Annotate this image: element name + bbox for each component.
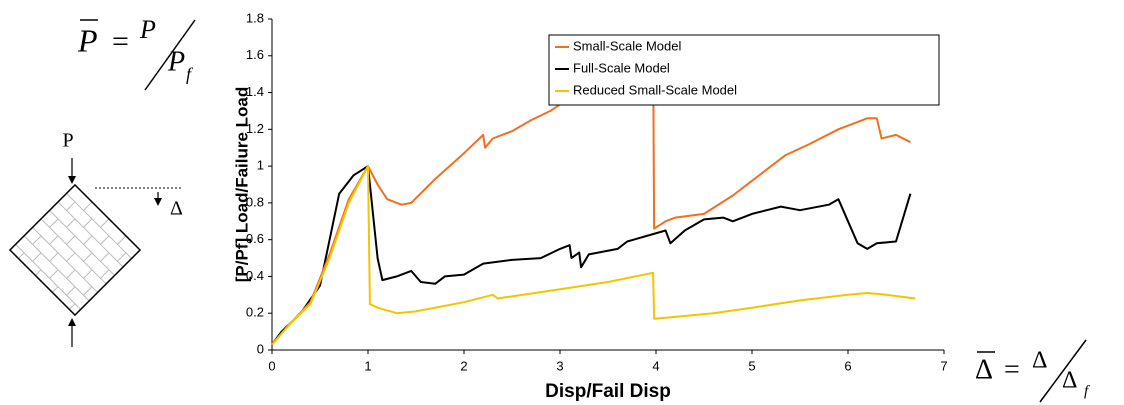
brick-joint	[49, 210, 115, 276]
y-axis-label: [P/Pf] Load/Failure Load	[232, 87, 251, 283]
brick-joint	[83, 235, 93, 245]
brick-joint	[83, 269, 93, 279]
y-tick-label: 0.6	[246, 231, 264, 246]
formula-eq: =	[1004, 354, 1020, 385]
brick-joint	[83, 286, 93, 296]
brick-joint	[66, 286, 76, 296]
y-tick-label: 0.2	[246, 305, 264, 320]
x-axis-label: Disp/Fail Disp	[545, 381, 671, 402]
x-tick-label: 3	[556, 358, 563, 373]
load-formula: P = P P f	[77, 15, 196, 91]
y-tick-label: 1.4	[246, 84, 264, 99]
y-tick-label: 0	[257, 341, 264, 356]
formula-den: Δ	[1062, 368, 1077, 394]
brick-joint	[40, 218, 107, 285]
brick-joint	[15, 201, 25, 211]
specimen-diagram: P Δ	[0, 130, 183, 347]
brick-joint	[15, 243, 82, 310]
brick-joint	[100, 303, 110, 313]
brick-joint	[66, 235, 76, 245]
disp-label: Δ	[170, 198, 183, 220]
disp-formula: Δ = Δ Δ f	[975, 339, 1090, 403]
y-tick-label: 0.8	[246, 194, 264, 209]
legend-label: Reduced Small-Scale Model	[573, 82, 737, 97]
brick-joint	[15, 218, 25, 228]
brick-joint	[49, 269, 59, 279]
x-tick-label: 7	[940, 358, 947, 373]
x-tick-label: 1	[364, 358, 371, 373]
formula-sub: f	[186, 64, 194, 84]
brick-joint	[134, 269, 141, 279]
brick-joint	[0, 236, 7, 244]
y-tick-label: 1.6	[246, 47, 264, 62]
formula-den: P	[167, 46, 185, 77]
x-tick-label: 6	[844, 358, 851, 373]
brick-joint	[0, 219, 7, 227]
brick-joint	[33, 151, 41, 159]
brick-joint	[57, 201, 124, 268]
brick-panel	[0, 151, 142, 329]
brick-joint	[49, 184, 59, 194]
brick-joint	[66, 193, 132, 259]
formula-num: P	[139, 15, 156, 44]
y-tick-label: 1	[257, 158, 264, 173]
brick-joint	[100, 235, 110, 245]
x-tick-label: 2	[460, 358, 467, 373]
x-tick-label: 5	[748, 358, 755, 373]
brick-joint	[0, 185, 7, 193]
brick-joint	[66, 218, 76, 228]
brick-joint	[83, 321, 91, 329]
y-tick-label: 1.8	[246, 10, 264, 25]
brick-joint	[32, 227, 98, 293]
brick-joint	[0, 202, 7, 210]
fraction-slash	[144, 19, 196, 91]
brick-joint	[49, 218, 59, 228]
series-line	[271, 165, 912, 346]
brick-joint	[66, 252, 76, 262]
formula-sub: f	[1084, 383, 1090, 399]
y-tick-label: 0.4	[246, 268, 264, 283]
load-label: P	[62, 130, 73, 152]
brick-joint	[32, 252, 42, 262]
brick-joint	[49, 252, 59, 262]
brick-joint	[100, 218, 110, 228]
brick-joint	[83, 252, 93, 262]
brick-joint	[23, 235, 90, 302]
legend-label: Small-Scale Model	[573, 38, 681, 53]
brick-joint	[66, 269, 76, 279]
brick-joint	[83, 218, 93, 228]
formula-lhs: Δ	[975, 354, 993, 385]
legend-label: Full-Scale Model	[573, 60, 670, 75]
brick-joint	[16, 168, 24, 176]
brick-joint	[32, 235, 42, 245]
brick-joint	[117, 252, 127, 262]
brick-joint	[100, 269, 110, 279]
brick-joint	[32, 201, 42, 211]
y-tick-label: 1.2	[246, 121, 264, 136]
brick-joint	[117, 286, 127, 296]
formula-lhs: P	[77, 22, 98, 58]
brick-joint	[50, 168, 58, 176]
brick-joint	[15, 184, 25, 194]
brick-joint	[117, 235, 127, 245]
brick-joint	[33, 168, 41, 176]
brick-joint	[49, 235, 59, 245]
series-line	[271, 165, 916, 346]
formula-num: Δ	[1032, 348, 1047, 374]
x-tick-label: 4	[652, 358, 659, 373]
fraction-slash	[1039, 339, 1087, 403]
legend-box	[548, 34, 940, 106]
brick-joint	[66, 201, 76, 211]
brick-joint	[32, 184, 42, 194]
x-tick-label: 0	[268, 358, 275, 373]
formula-eq: =	[112, 25, 129, 58]
brick-joint	[100, 252, 110, 262]
brick-joint	[83, 201, 93, 211]
